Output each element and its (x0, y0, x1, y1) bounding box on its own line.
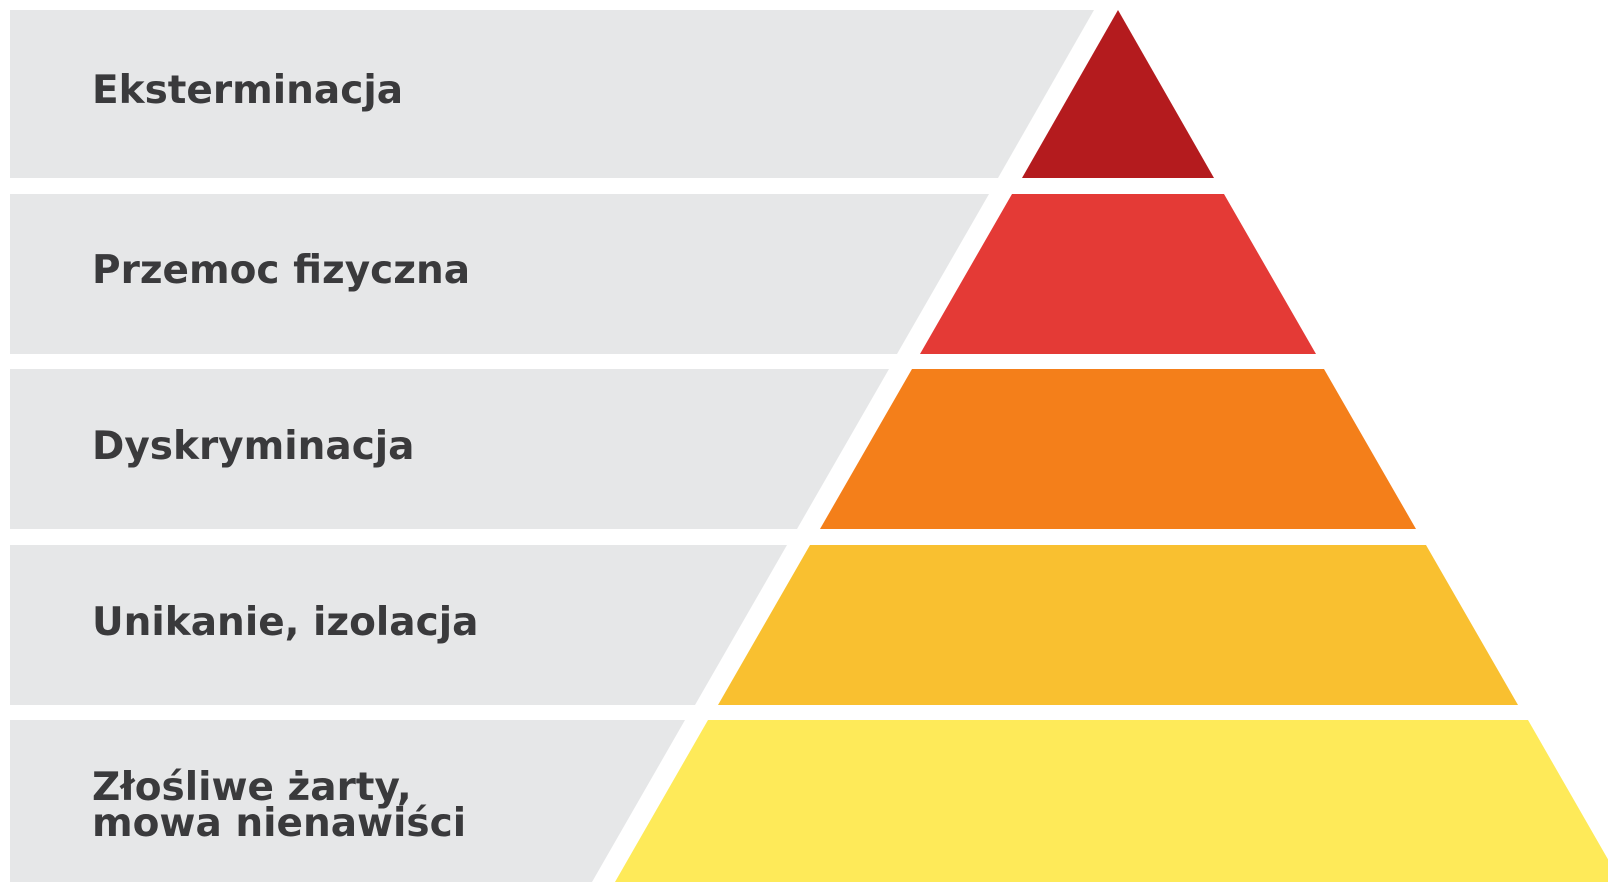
level-label-5-line-2: mowa nienawiści (92, 801, 466, 846)
label-band-1 (10, 10, 1094, 178)
pyramid-level-4: Unikanie, izolacja (10, 545, 1518, 705)
svg-text:Eksterminacja: Eksterminacja (92, 68, 403, 113)
pyramid-segment-1 (1022, 10, 1214, 178)
label-band-2 (10, 194, 989, 354)
svg-text:Przemoc fizyczna: Przemoc fizyczna (92, 248, 470, 293)
pyramid-level-3: Dyskryminacja (10, 369, 1416, 529)
level-label-5-line-1: Złośliwe żarty, (92, 765, 412, 810)
level-label-3-line-1: Dyskryminacja (92, 424, 415, 469)
label-band-4 (10, 545, 787, 705)
pyramid-segment-3 (820, 369, 1416, 529)
pyramid-level-2: Przemoc fizyczna (10, 194, 1316, 354)
label-band-5 (10, 720, 685, 882)
level-label-1-line-1: Eksterminacja (92, 68, 403, 113)
pyramid-segment-2 (920, 194, 1316, 354)
label-band-3 (10, 369, 889, 529)
svg-text:Złośliwe żarty, mowa nie: Złośliwe żarty, mowa nienawiści (92, 765, 466, 846)
pyramid-segment-4 (718, 545, 1518, 705)
pyramid-segment-5 (615, 720, 1608, 882)
pyramid-level-5: Złośliwe żarty, mowa nienawiści (10, 720, 1608, 882)
svg-text:Dyskryminacja: Dyskryminacja (92, 424, 415, 469)
svg-text:Unikanie, izolacja: Unikanie, izolacja (92, 600, 478, 645)
level-label-4-line-1: Unikanie, izolacja (92, 600, 478, 645)
level-label-2-line-1: Przemoc fizyczna (92, 248, 470, 293)
pyramid-level-1: Eksterminacja (10, 10, 1214, 178)
